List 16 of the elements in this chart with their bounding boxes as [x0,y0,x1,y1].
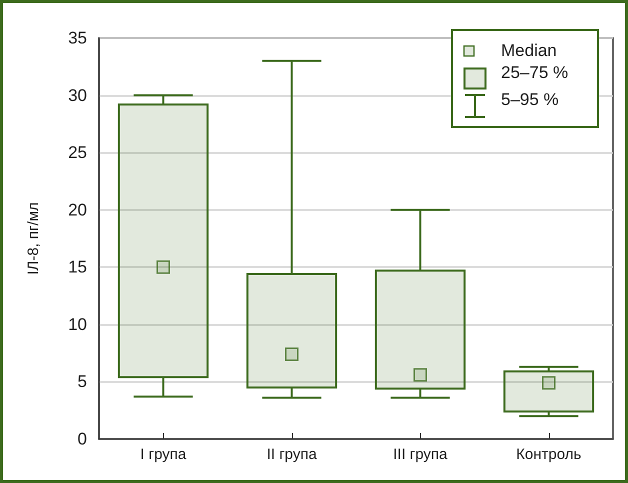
y-tick-label: 15 [68,258,87,277]
x-tick-label: III група [393,446,448,463]
legend-label: 25–75 % [501,63,568,83]
y-tick-label: 5 [78,372,87,392]
y-tick-label: 10 [68,314,87,334]
x-tick-label: Контроль [516,446,582,463]
y-axis-title: ІЛ-8, пг/мл [25,202,42,275]
y-tick-label: 35 [68,28,87,48]
annotation: Median [501,41,557,61]
y-tick-label: 0 [78,430,87,448]
x-tick-label: I група [140,446,187,463]
y-tick-label: 25 [68,143,87,162]
annotation: 5–95 % [501,90,559,110]
y-tick-label: 30 [68,86,87,105]
x-tick-label: II група [266,446,318,463]
y-tick-label: 20 [68,200,87,220]
